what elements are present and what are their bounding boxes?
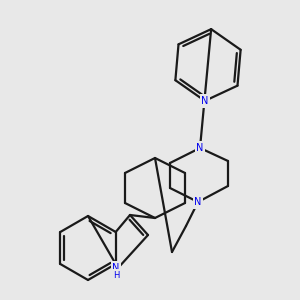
Text: N: N <box>201 96 208 106</box>
Text: H: H <box>113 271 119 280</box>
Text: N: N <box>112 263 120 273</box>
Text: N: N <box>194 197 202 207</box>
Text: N: N <box>196 143 204 153</box>
